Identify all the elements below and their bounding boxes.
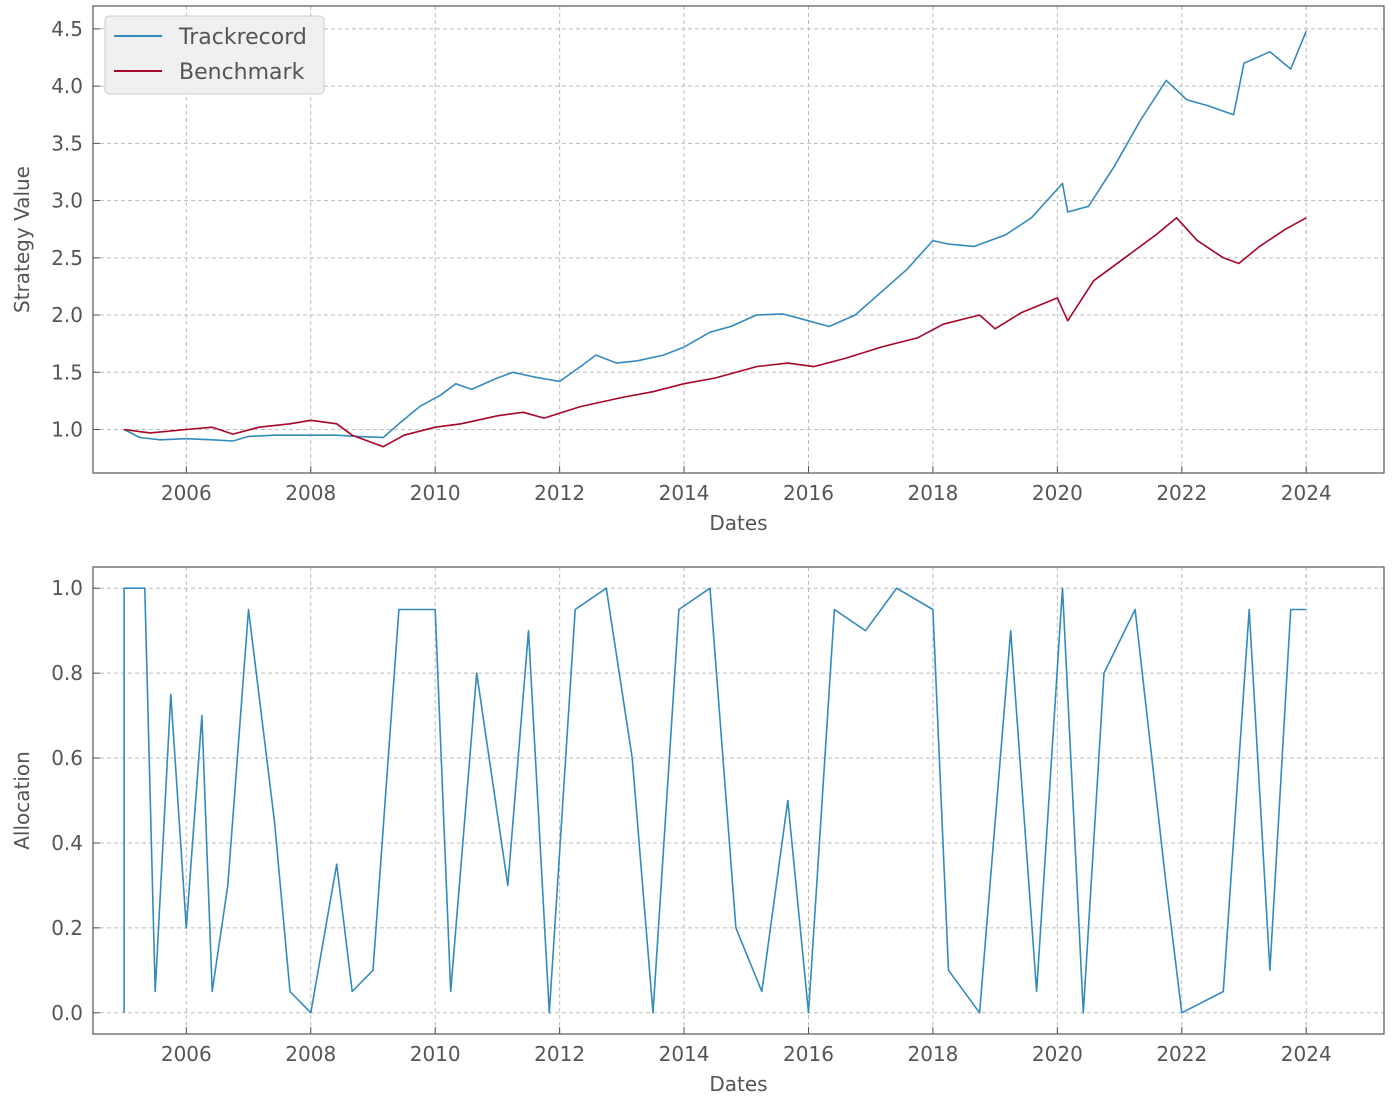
allocation-chart: 2006 2008 2010 2012 2014 2016 2018 2020 2022 2024… (10, 566, 1385, 1096)
legend: Trackrecord Benchmark (104, 15, 325, 95)
y-tick-label: 0.4 (51, 831, 83, 855)
y-tick-label: 0.6 (51, 746, 83, 770)
series-group (123, 30, 1307, 448)
y-tick-label: 1.0 (51, 418, 83, 442)
x-tick-label: 2020 (1032, 1042, 1083, 1066)
x-tick-label: 2024 (1281, 1042, 1332, 1066)
x-tick-label: 2012 (534, 481, 585, 505)
x-tick-label: 2010 (410, 481, 461, 505)
x-axis-label: Dates (709, 1072, 767, 1096)
x-tick-label: 2008 (285, 481, 336, 505)
x-tick-label: 2022 (1156, 1042, 1207, 1066)
x-tick-label: 2006 (161, 1042, 212, 1066)
plot-frame (92, 566, 1385, 1035)
y-tick-label: 1.0 (51, 576, 83, 600)
series-line-allocation (123, 587, 1307, 1014)
y-axis-label: Allocation (10, 751, 34, 850)
x-tick-label: 2024 (1281, 481, 1332, 505)
x-tick-label: 2014 (659, 1042, 710, 1066)
y-tick-label: 2.5 (51, 246, 83, 270)
y-tick-label: 4.5 (51, 17, 83, 41)
y-axis-label: Strategy Value (10, 166, 34, 313)
x-tick-label: 2016 (783, 1042, 834, 1066)
x-tick-label: 2008 (285, 1042, 336, 1066)
y-tick-label: 2.0 (51, 303, 83, 327)
x-tick-label: 2010 (410, 1042, 461, 1066)
x-tick-label: 2014 (659, 481, 710, 505)
strategy-value-chart: 2006 2008 2010 2012 2014 2016 2018 2020 2022 2024… (10, 5, 1385, 535)
legend-label: Trackrecord (178, 25, 307, 50)
plot-area (93, 567, 1384, 1034)
x-tick-label: 2018 (907, 481, 958, 505)
x-tick-label: 2022 (1156, 481, 1207, 505)
y-tick-label: 0.8 (51, 661, 83, 685)
plot-frame (92, 5, 1385, 474)
y-tick-label: 3.5 (51, 131, 83, 155)
y-tick-label: 0.0 (51, 1001, 83, 1025)
y-tick-label: 3.0 (51, 189, 83, 213)
x-tick-label: 2012 (534, 1042, 585, 1066)
series-group (123, 587, 1307, 1014)
y-tick-label: 0.2 (51, 916, 83, 940)
series-line-benchmark (123, 217, 1307, 448)
x-tick-label: 2016 (783, 481, 834, 505)
x-tick-label: 2006 (161, 481, 212, 505)
y-tick-label: 4.0 (51, 74, 83, 98)
x-tick-label: 2018 (907, 1042, 958, 1066)
series-line-trackrecord (123, 30, 1307, 442)
x-axis-label: Dates (709, 511, 767, 535)
x-tick-label: 2020 (1032, 481, 1083, 505)
y-tick-label: 1.5 (51, 360, 83, 384)
legend-label: Benchmark (179, 60, 305, 85)
